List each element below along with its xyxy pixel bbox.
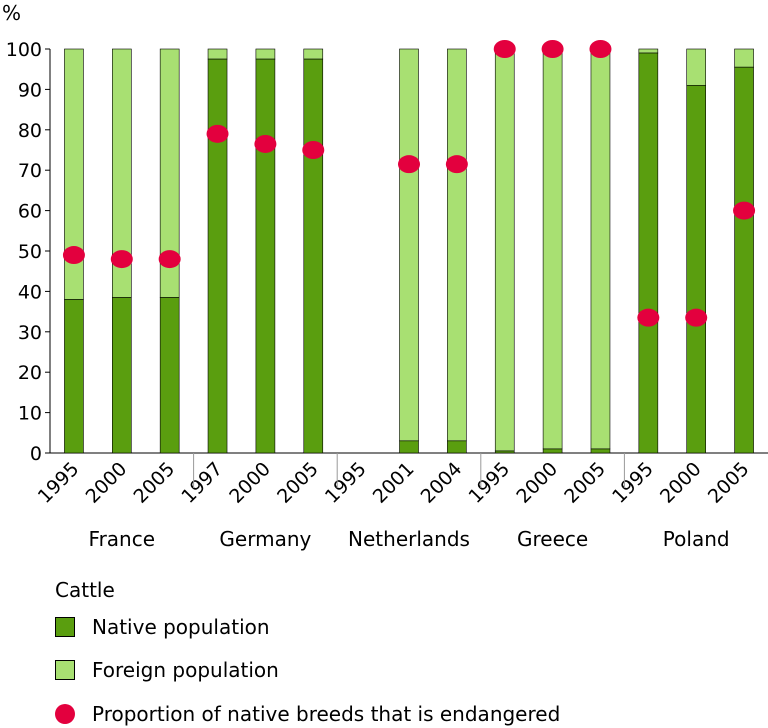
bar-native-greece-1995: [494, 450, 515, 454]
endangered-marker-poland-2005: [733, 201, 756, 220]
endangered-marker-germany-2005: [302, 141, 325, 159]
x-tick-label: 1997: [177, 458, 227, 508]
bar-foreign-greece-2005: [590, 48, 611, 450]
endangered-marker-germany-1997: [206, 124, 229, 143]
group-label-poland: Poland: [663, 527, 730, 551]
bar-foreign-germany-1997: [207, 48, 228, 60]
group-label-germany: Germany: [219, 527, 311, 551]
y-tick-label: 10: [18, 403, 42, 425]
endangered-marker-france-1995: [62, 246, 85, 265]
x-tick-label: 2004: [417, 458, 467, 508]
bar-native-poland-1995: [638, 52, 659, 454]
endangered-marker-france-2000: [110, 250, 133, 269]
y-tick-label: 40: [18, 281, 42, 303]
bar-foreign-netherlands-2001: [399, 48, 419, 442]
group-label-netherlands: Netherlands: [348, 527, 470, 551]
bar-native-france-1995: [64, 299, 84, 454]
bar-foreign-germany-2000: [255, 48, 276, 60]
bar-native-netherlands-2001: [399, 440, 419, 454]
bar-native-netherlands-2004: [447, 440, 467, 454]
x-tick-label: 2000: [225, 458, 275, 508]
y-tick-label: 20: [18, 362, 42, 384]
group-label-greece: Greece: [517, 527, 588, 551]
bar-foreign-poland-2005: [734, 48, 754, 68]
y-tick-label: 70: [18, 160, 42, 182]
endangered-marker-greece-2000: [541, 40, 564, 58]
x-tick-label: 1995: [608, 458, 658, 508]
bar-foreign-poland-1995: [638, 48, 659, 54]
endangered-marker-netherlands-2004: [445, 155, 468, 174]
bar-native-germany-2000: [255, 58, 276, 454]
bar-native-poland-2000: [686, 85, 707, 454]
bar-native-germany-1997: [207, 58, 228, 454]
endangered-marker-poland-2000: [685, 308, 708, 327]
x-tick-label: 2001: [369, 458, 419, 508]
bar-native-greece-2000: [542, 448, 563, 454]
group-label-france: France: [89, 527, 156, 551]
endangered-marker-poland-1995: [637, 308, 660, 327]
x-tick-label: 2005: [129, 458, 179, 508]
x-tick-label: 2005: [273, 458, 323, 508]
bar-native-poland-2005: [734, 66, 754, 454]
bar-native-germany-2005: [303, 58, 324, 454]
x-tick-label: 2000: [512, 458, 562, 508]
y-tick-label: 100: [6, 39, 42, 61]
x-tick-label: 1995: [34, 458, 84, 508]
x-tick-label: 2000: [656, 458, 706, 508]
endangered-marker-germany-2000: [254, 134, 277, 153]
y-tick-label: 60: [18, 201, 42, 223]
endangered-marker-netherlands-2001: [398, 155, 420, 174]
bar-native-france-2000: [112, 297, 132, 454]
bar-native-france-2005: [159, 297, 180, 454]
x-tick-label: 2005: [560, 458, 610, 508]
endangered-marker-greece-1995: [493, 40, 516, 58]
y-tick-label: 0: [30, 443, 42, 465]
x-tick-label: 1995: [465, 458, 515, 508]
endangered-marker-france-2005: [158, 250, 181, 269]
x-tick-label: 1995: [321, 458, 371, 508]
bar-foreign-greece-2000: [542, 48, 563, 450]
y-tick-label: 50: [18, 241, 42, 263]
bar-foreign-netherlands-2004: [447, 48, 467, 442]
x-tick-label: 2000: [82, 458, 132, 508]
bar-foreign-greece-1995: [494, 48, 515, 452]
y-tick-label: 90: [18, 79, 42, 101]
endangered-marker-greece-2005: [589, 40, 612, 58]
bar-foreign-poland-2000: [686, 48, 707, 86]
x-tick-label: 2005: [704, 458, 754, 508]
bar-foreign-germany-2005: [303, 48, 324, 60]
y-tick-label: 30: [18, 322, 42, 344]
y-tick-label: 80: [18, 120, 42, 142]
bar-native-greece-2005: [590, 448, 611, 454]
y-axis-unit-label: %: [2, 1, 21, 25]
